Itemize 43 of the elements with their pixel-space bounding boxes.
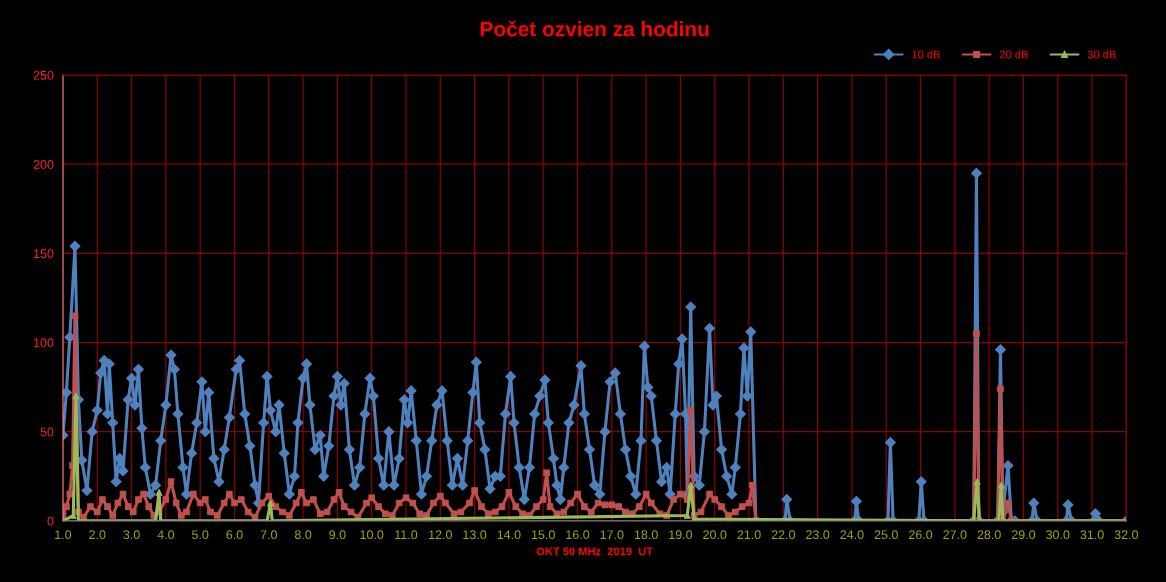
x-tick-label: 22.0 [771,530,795,540]
x-tick-label: 17.0 [600,530,624,540]
x-tick-label: 29.0 [1011,530,1036,540]
x-axis-title: OKT 50 MHz 2019 UT [536,547,653,556]
x-tick-label: 8.0 [294,530,312,540]
x-tick-label: 5.0 [191,530,209,540]
x-tick-label: 13.0 [463,530,487,540]
x-tick-label: 30.0 [1046,530,1070,540]
x-tick-label: 7.0 [260,530,277,540]
x-tick-label: 23.0 [806,530,830,540]
x-tick-label: 11.0 [395,530,418,540]
x-tick-label: 26.0 [909,530,933,540]
x-tick-label: 3.0 [123,530,140,540]
x-tick-label: 28.0 [977,530,1001,540]
x-tick-label: 1.0 [55,530,72,540]
x-tick-label: 25.0 [874,530,898,540]
x-tick-label: 27.0 [943,530,967,540]
x-tick-label: 14.0 [497,530,521,540]
x-tick-label: 24.0 [840,530,864,540]
legend-label: 10 dB [912,50,940,59]
y-tick-label: 50 [40,427,54,437]
x-tick-label: 18.0 [634,530,658,540]
y-tick-label: 100 [34,338,54,348]
chart-title: Počet ozvien za hodinu [480,20,709,37]
x-tick-label: 32.0 [1114,530,1139,540]
y-tick-label: 150 [34,249,54,259]
y-tick-label: 0 [47,516,54,526]
x-tick-label: 19.0 [669,530,693,540]
x-tick-label: 15.0 [532,530,555,540]
x-tick-label: 31.0 [1080,530,1104,540]
y-tick-label: 250 [33,70,54,80]
legend-label: 30 dB [1087,50,1116,59]
x-tick-label: 12.0 [429,530,452,540]
x-tick-label: 16.0 [566,530,590,540]
y-tick-label: 200 [33,160,54,169]
x-tick-label: 2.0 [89,530,106,540]
x-tick-label: 4.0 [157,530,175,540]
x-tick-label: 6.0 [226,530,243,540]
x-tick-label: 20.0 [703,530,727,540]
legend-label: 20 dB [999,50,1028,59]
x-tick-label: 10.0 [360,530,384,540]
x-tick-label: 9.0 [329,530,346,540]
x-tick-label: 21.0 [737,530,761,540]
